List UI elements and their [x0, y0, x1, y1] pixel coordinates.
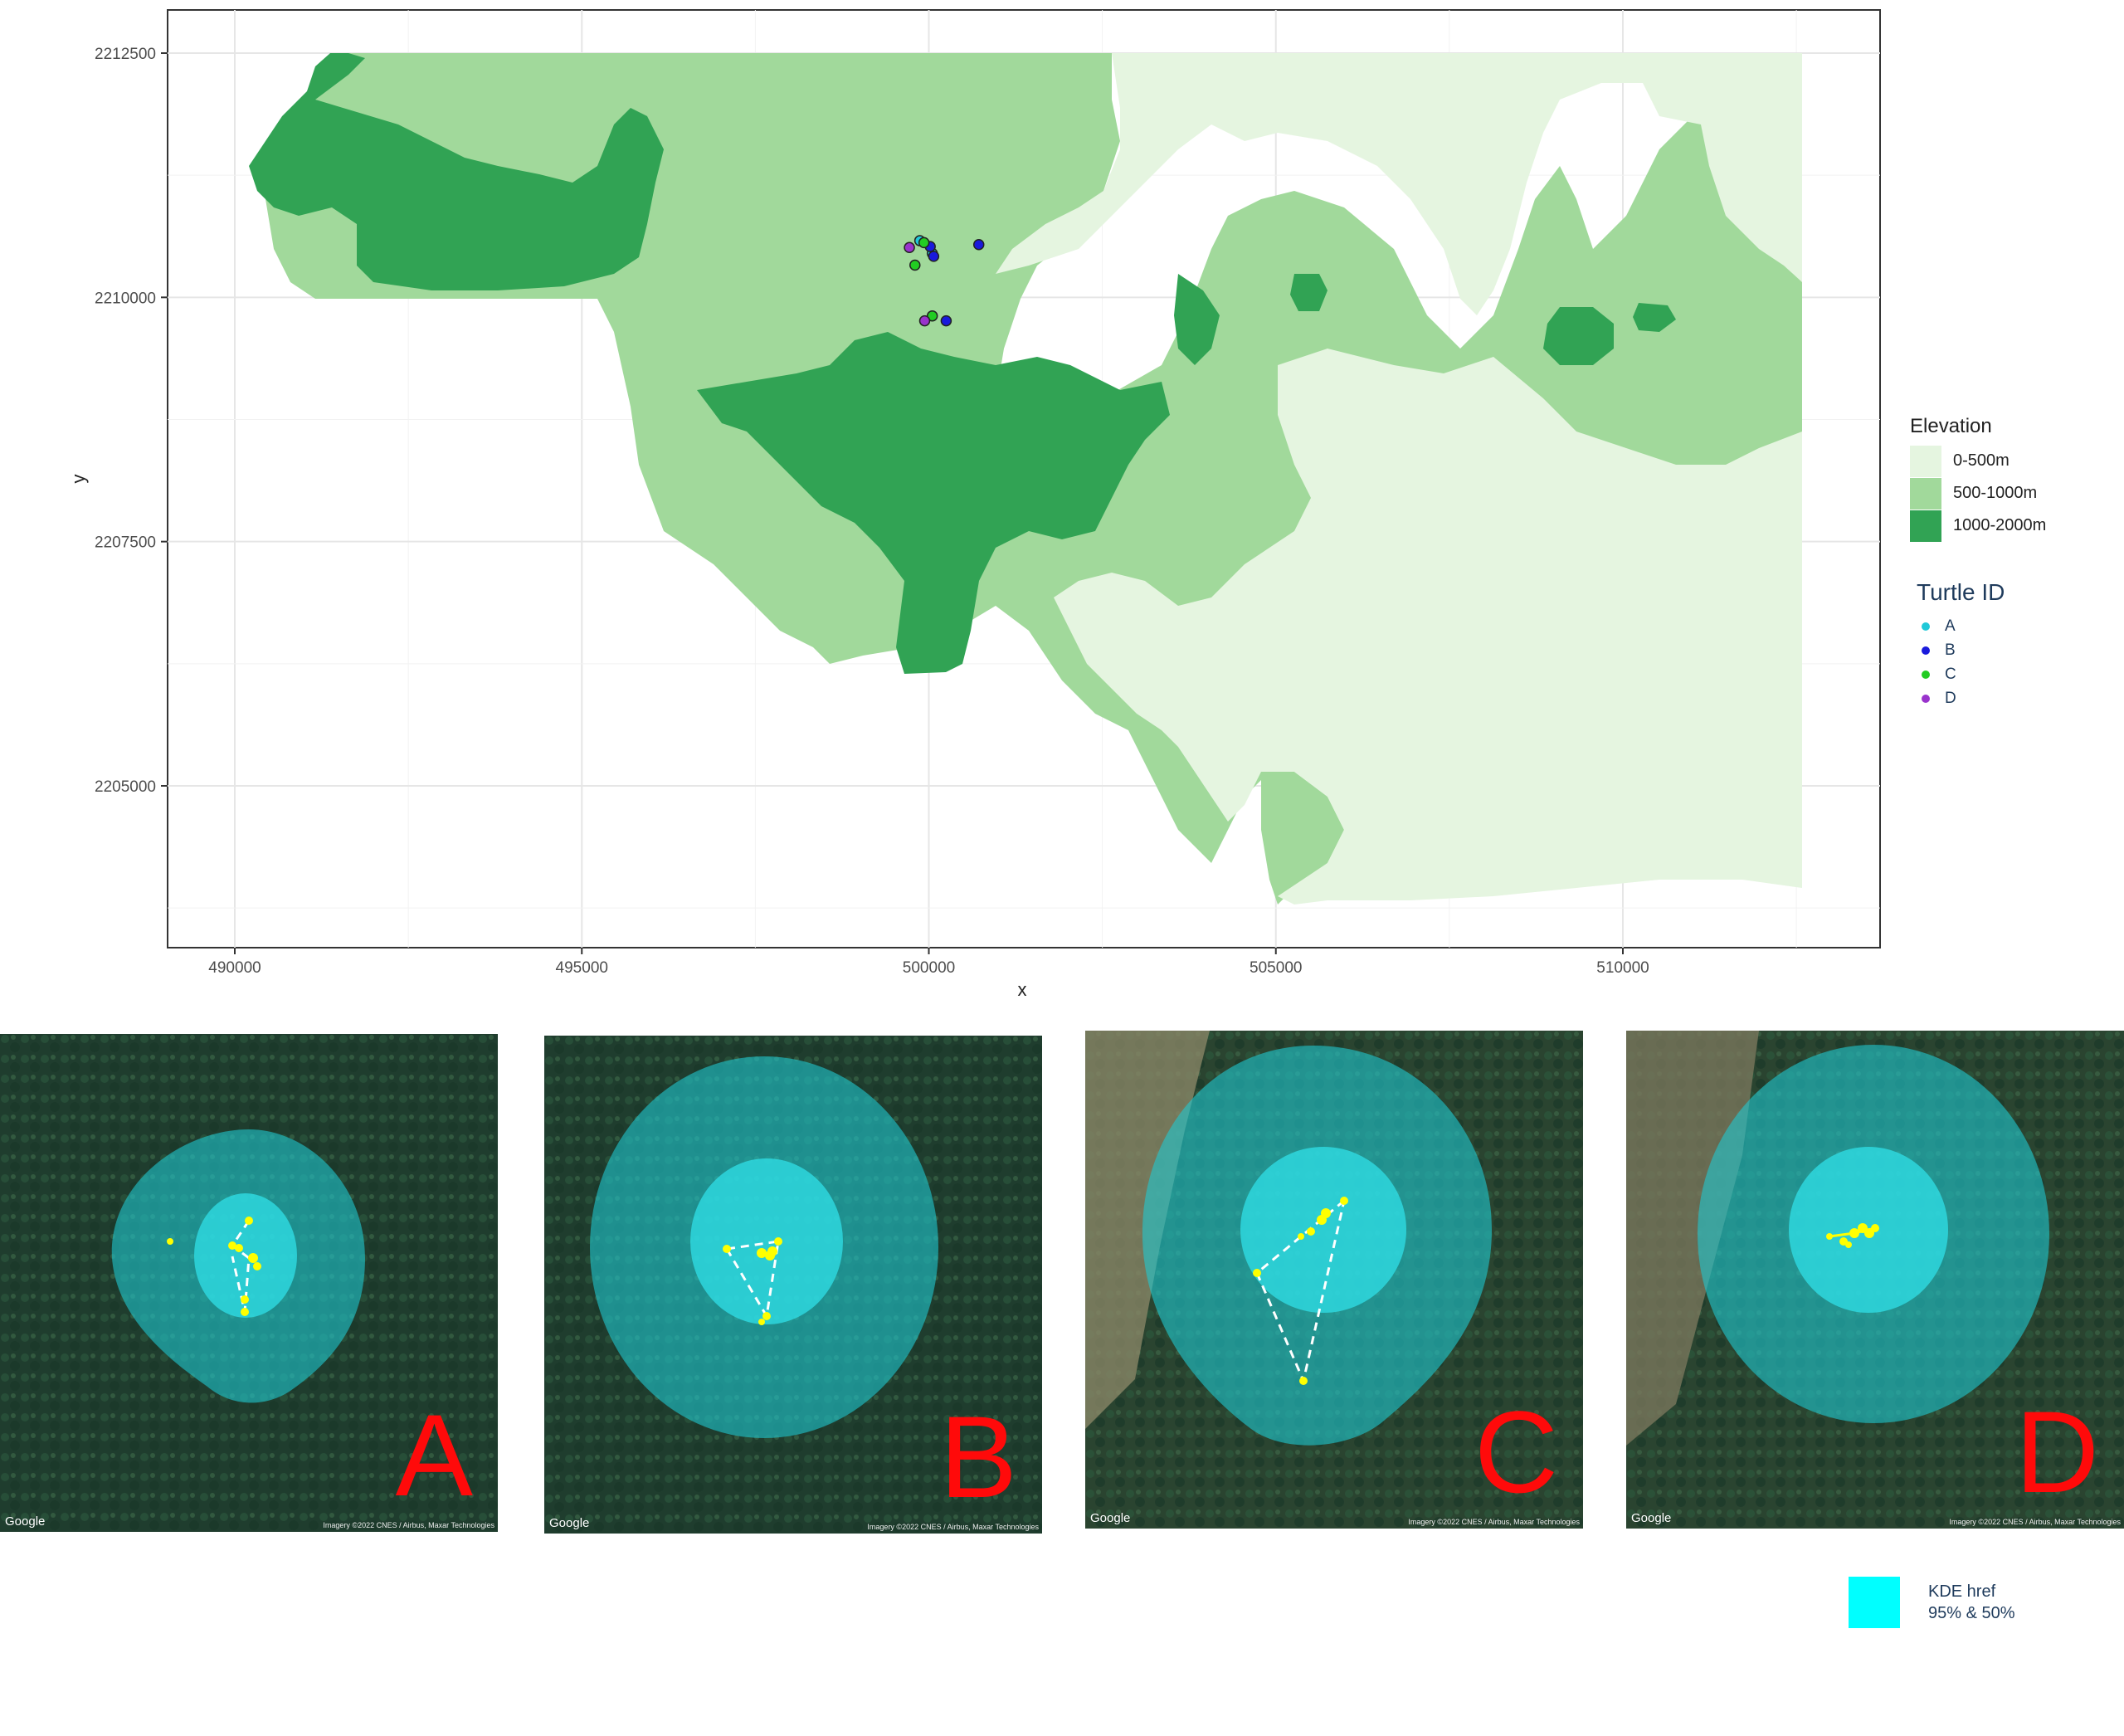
- kde-legend: KDE href 95% & 50%: [1849, 1577, 2015, 1628]
- turtle-legend-label: D: [1945, 689, 1956, 707]
- elevation-legend-label: 1000-2000m: [1953, 516, 2047, 534]
- home-range-panel-d: D Google Imagery ©2022 CNES / Airbus, Ma…: [1626, 1031, 2124, 1529]
- y-tick-label: 2207500: [95, 534, 156, 552]
- google-logo: Google: [1090, 1511, 1131, 1525]
- turtle-id-legend-title: Turtle ID: [1917, 579, 2005, 605]
- gps-fixes: [167, 1217, 261, 1316]
- turtle-point-d: [904, 241, 915, 254]
- y-tick-label: 2212500: [95, 46, 156, 63]
- turtle-id-legend: Turtle ID A B C D: [1917, 579, 2005, 710]
- elevation-swatch: [1910, 445, 1941, 477]
- turtle-legend-label: C: [1945, 665, 1956, 683]
- turtle-point-c: [909, 259, 921, 271]
- y-tick-label: 2205000: [95, 778, 156, 796]
- home-range-panel-c: C Google Imagery ©2022 CNES / Airbus, Ma…: [1085, 1031, 1583, 1529]
- imagery-credit: Imagery ©2022 CNES / Airbus, Maxar Techn…: [867, 1523, 1039, 1531]
- panel-letter: A: [395, 1390, 473, 1520]
- home-range-panel-a: A Google Imagery ©2022 CNES / Airbus, Ma…: [0, 1034, 498, 1532]
- home-range-panel-b: B Google Imagery ©2022 CNES / Airbus, Ma…: [544, 1036, 1042, 1534]
- turtle-legend-item: A: [1917, 614, 2005, 638]
- elevation-legend-item: 1000-2000m: [1910, 510, 2046, 542]
- turtle-legend-dot: [1922, 646, 1930, 655]
- elevation-0-500m-southeast: [1054, 349, 1802, 905]
- movement-path: [725, 1240, 780, 1320]
- x-tick-label: 495000: [556, 959, 608, 977]
- turtle-legend-item: D: [1917, 686, 2005, 710]
- elevation-1000-2000m-small-patch-1: [1174, 274, 1220, 365]
- axis-ticks: 490000 495000 500000 505000 510000 2212500 221…: [95, 46, 1649, 977]
- turtle-point-c: [918, 237, 930, 249]
- elevation-map: 490000 495000 500000 505000 510000 2212500 221…: [68, 9, 1881, 1000]
- imagery-credit: Imagery ©2022 CNES / Airbus, Maxar Techn…: [1949, 1518, 2121, 1526]
- elevation-legend-item: 500-1000m: [1910, 477, 2046, 510]
- elevation-swatch: [1910, 510, 1941, 542]
- elevation-1000-2000m-small-patch-2: [1290, 274, 1328, 311]
- satellite-image: [544, 1036, 1042, 1534]
- turtle-legend-dot: [1922, 670, 1930, 679]
- elevation-0-500m-region: [996, 53, 1802, 315]
- elevation-raster: [249, 53, 1802, 905]
- satellite-image: [0, 1034, 498, 1532]
- elevation-legend-item: 0-500m: [1910, 445, 2046, 477]
- kde-legend-line2: 95% & 50%: [1928, 1604, 2015, 1622]
- turtle-legend-item: B: [1917, 638, 2005, 662]
- kde-50-contour: [1240, 1147, 1406, 1313]
- kde-legend-line1: KDE href: [1928, 1582, 1996, 1601]
- google-logo: Google: [5, 1514, 46, 1529]
- elevation-500-1000m-south-lobe: [1261, 772, 1344, 905]
- elevation-1000-2000m-small-patch-4: [1633, 303, 1676, 332]
- movement-path: [1829, 1226, 1876, 1238]
- turtle-point-b: [928, 251, 940, 262]
- elevation-1000-2000m-northwest: [249, 53, 664, 290]
- satellite-image: [1626, 1031, 2124, 1529]
- turtle-point-b: [940, 315, 952, 327]
- imagery-credit: Imagery ©2022 CNES / Airbus, Maxar Techn…: [323, 1521, 494, 1529]
- google-logo: Google: [549, 1516, 590, 1530]
- elevation-legend: Elevation 0-500m 500-1000m 1000-2000m: [1910, 415, 2046, 542]
- turtle-legend-dot: [1922, 622, 1930, 631]
- gps-fixes: [1253, 1197, 1348, 1385]
- kde-legend-text: KDE href 95% & 50%: [1928, 1581, 2015, 1624]
- x-axis-title: x: [1018, 979, 1027, 1000]
- google-logo: Google: [1631, 1511, 1672, 1525]
- kde-50-contour: [690, 1158, 843, 1324]
- elevation-legend-title: Elevation: [1910, 415, 1992, 437]
- turtle-points: [904, 235, 985, 327]
- turtle-legend-label: B: [1945, 641, 1956, 659]
- elevation-legend-label: 0-500m: [1953, 451, 2010, 470]
- panel-letter: C: [1474, 1387, 1558, 1517]
- x-tick-label: 510000: [1596, 959, 1649, 977]
- gps-fixes: [723, 1237, 782, 1325]
- imagery-credit: Imagery ©2022 CNES / Airbus, Maxar Techn…: [1408, 1518, 1580, 1526]
- movement-path: [230, 1220, 251, 1313]
- x-tick-label: 505000: [1250, 959, 1302, 977]
- y-tick-label: 2210000: [95, 290, 156, 307]
- panel-letter: B: [939, 1392, 1017, 1522]
- turtle-legend-dot: [1922, 694, 1930, 703]
- elevation-legend-label: 500-1000m: [1953, 484, 2038, 502]
- x-tick-label: 490000: [208, 959, 261, 977]
- panel-letter: D: [2014, 1387, 2099, 1517]
- turtle-legend-item: C: [1917, 662, 2005, 686]
- satellite-image: [1085, 1031, 1583, 1529]
- turtle-point-d: [918, 315, 931, 327]
- x-tick-label: 500000: [903, 959, 955, 977]
- turtle-legend-label: A: [1945, 617, 1956, 635]
- elevation-swatch: [1910, 477, 1941, 510]
- turtle-point-b: [972, 239, 985, 251]
- y-axis-title: y: [68, 475, 89, 484]
- elevation-1000-2000m-small-patch-3: [1543, 307, 1614, 365]
- kde-swatch: [1849, 1577, 1900, 1628]
- elevation-1000-2000m-southcentre: [697, 332, 1170, 674]
